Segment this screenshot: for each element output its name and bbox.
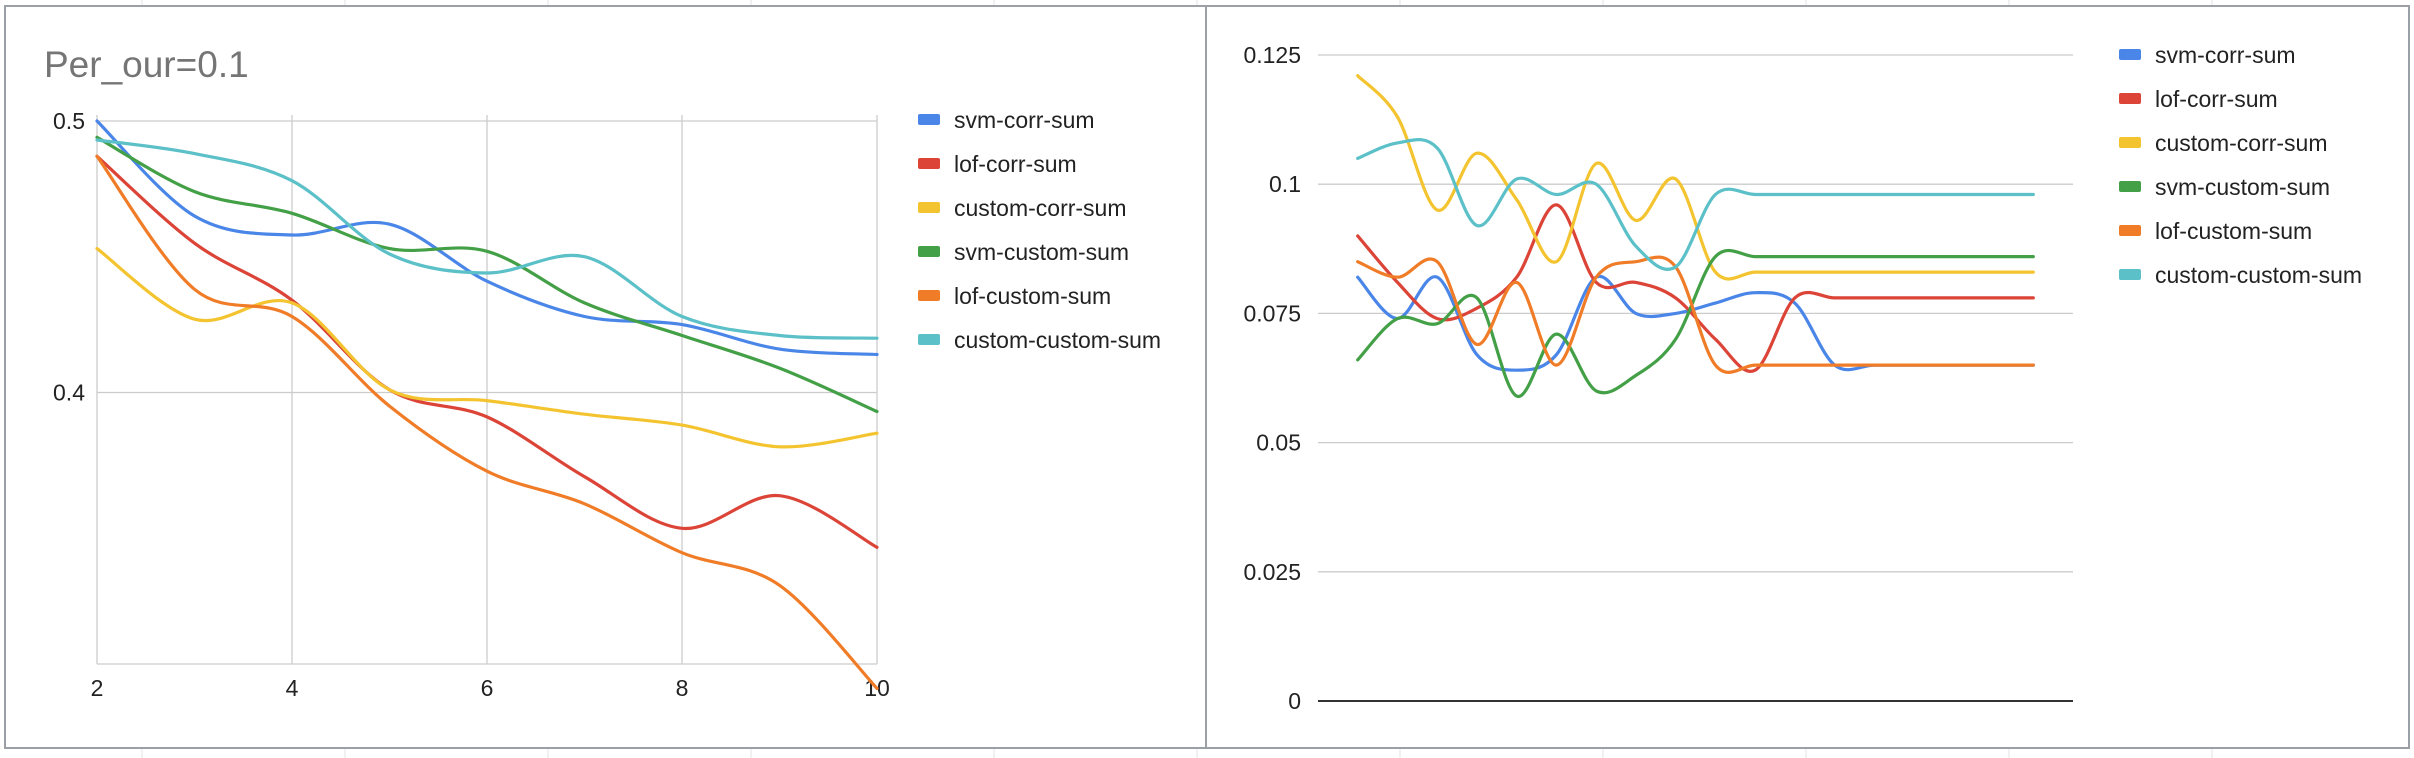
legend-label-lof-custom-sum: lof-custom-sum (2155, 218, 2312, 244)
y-tick-label: 0.05 (1256, 430, 1301, 456)
chart-title: Per_our=0.1 (44, 44, 249, 85)
legend-swatch-lof-custom-sum (918, 290, 940, 301)
legend-label-lof-custom-sum: lof-custom-sum (954, 283, 1111, 309)
legend-swatch-lof-corr-sum (2119, 93, 2141, 104)
legend-label-lof-corr-sum: lof-corr-sum (2155, 86, 2278, 112)
y-tick-label: 0.125 (1243, 42, 1301, 68)
legend-label-custom-corr-sum: custom-corr-sum (954, 195, 1127, 221)
legend-label-lof-corr-sum: lof-corr-sum (954, 151, 1077, 177)
chart-left[interactable]: Per_our=0.1 0.4 0.5 2 4 6 8 10 svm-corr-sum lof-… (4, 5, 1207, 749)
y-tick-label: 0 (1288, 688, 1301, 714)
x-tick-label: 8 (676, 675, 689, 701)
y-tick-label: 0.5 (53, 108, 85, 134)
chart-right-svg: 0 0.025 0.05 0.075 0.1 0.125 svm-corr-sum lof-c… (1243, 42, 2362, 714)
series-line-custom-custom-sum (1356, 138, 2035, 271)
legend-swatch-lof-custom-sum (2119, 225, 2141, 236)
legend-swatch-lof-corr-sum (918, 158, 940, 169)
x-tick-label: 6 (481, 675, 494, 701)
y-tick-label: 0.4 (53, 380, 85, 406)
series-line-custom-corr-sum (1356, 74, 2035, 281)
legend-label-svm-corr-sum: svm-corr-sum (954, 107, 1095, 133)
x-tick-label: 4 (286, 675, 299, 701)
legend-label-custom-custom-sum: custom-custom-sum (2155, 262, 2362, 288)
legend-swatch-svm-custom-sum (918, 246, 940, 257)
y-tick-label: 0.075 (1243, 300, 1301, 326)
legend-swatch-svm-custom-sum (2119, 181, 2141, 192)
chart-right[interactable]: 0 0.025 0.05 0.075 0.1 0.125 svm-corr-sum lof-c… (1205, 5, 2410, 749)
legend-swatch-custom-corr-sum (918, 202, 940, 213)
series-line-lof-corr-sum (95, 154, 879, 549)
legend-swatch-svm-corr-sum (2119, 49, 2141, 60)
legend-swatch-custom-custom-sum (918, 334, 940, 345)
series-line-svm-corr-sum (95, 119, 879, 357)
legend-swatch-custom-custom-sum (2119, 269, 2141, 280)
x-tick-label: 2 (91, 675, 104, 701)
series-line-svm-corr-sum (1356, 274, 2035, 372)
legend-label-svm-custom-sum: svm-custom-sum (954, 239, 1129, 265)
series-line-custom-corr-sum (95, 247, 879, 449)
y-tick-label: 0.025 (1243, 559, 1301, 585)
legend-swatch-custom-corr-sum (2119, 137, 2141, 148)
series-line-lof-custom-sum (95, 154, 879, 690)
chart-left-svg: Per_our=0.1 0.40.52 4 6 8 10svm-corr-sumlof-… (44, 44, 1161, 701)
legend-label-svm-custom-sum: svm-custom-sum (2155, 174, 2330, 200)
legend-label-custom-custom-sum: custom-custom-sum (954, 327, 1161, 353)
legend-swatch-svm-corr-sum (918, 114, 940, 125)
legend-label-custom-corr-sum: custom-corr-sum (2155, 130, 2328, 156)
series-line-lof-custom-sum (1356, 255, 2035, 374)
legend-label-svm-corr-sum: svm-corr-sum (2155, 42, 2296, 68)
y-tick-label: 0.1 (1269, 171, 1301, 197)
